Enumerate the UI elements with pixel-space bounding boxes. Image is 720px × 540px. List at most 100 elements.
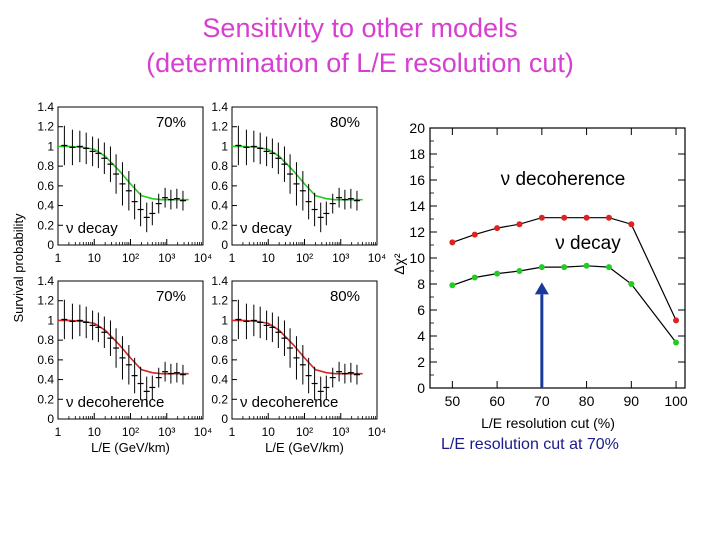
le-xlabel: L/E (GeV/km) <box>91 440 170 455</box>
y-tick-label: 0.4 <box>37 373 54 387</box>
model-label: ν decoherence <box>66 394 164 411</box>
y-tick-label: 0.4 <box>211 373 228 387</box>
y-tick-label: 4 <box>417 328 425 344</box>
decoherence-label: ν decoherence <box>501 169 626 190</box>
decoherence-model-curve <box>58 319 189 375</box>
x-tick-label: 10 <box>88 251 102 265</box>
y-tick-label: 14 <box>409 198 425 214</box>
x-tick-label: 10³ <box>158 251 175 265</box>
decoherence-series-point <box>516 221 523 228</box>
y-tick-label: 8 <box>417 276 425 292</box>
y-tick-label: 1.4 <box>211 274 228 288</box>
survival-probability-ylabel: Survival probability <box>11 213 26 323</box>
y-tick-label: 0 <box>221 412 228 426</box>
decoherence-series-point <box>471 231 478 238</box>
decay-series-point <box>538 264 545 271</box>
panel-3: 0 0.2 0.4 0.6 0.8 1 1.2 1.4 1 10 10² 10³ 10⁴ 70% ν dec… <box>37 274 212 455</box>
y-tick-label: 0 <box>221 238 228 252</box>
x-tick-label: 1 <box>229 425 236 439</box>
decoherence-series-point <box>628 221 635 228</box>
y-tick-label: 2 <box>417 354 425 370</box>
decay-series-point <box>516 268 523 274</box>
decay-series-point <box>628 281 635 287</box>
y-tick-label: 0.2 <box>211 392 228 406</box>
decay-series-point <box>605 264 612 271</box>
y-tick-label: 0 <box>417 380 425 396</box>
cut-label: 70% <box>156 288 186 305</box>
x-tick-label: 1 <box>55 251 62 265</box>
decay-series-point <box>561 264 568 271</box>
decoherence-series-line <box>452 217 677 321</box>
decoherence-series-point <box>449 239 456 246</box>
decay-model-curve <box>58 145 189 201</box>
y-tick-label: 0.2 <box>37 218 54 232</box>
model-label: ν decay <box>240 220 292 237</box>
x-tick-label: 70 <box>534 393 550 409</box>
y-tick-label: 0.8 <box>37 333 54 347</box>
x-tick-label: 90 <box>624 393 640 409</box>
y-tick-label: 0.6 <box>211 179 228 193</box>
y-tick-label: 0.8 <box>211 159 228 173</box>
resolution-caption: L/E resolution cut at 70% <box>441 436 619 453</box>
x-tick-label: 1 <box>55 425 62 439</box>
y-tick-label: 1.2 <box>211 120 228 134</box>
cut-label: 70% <box>156 114 186 131</box>
y-tick-label: 16 <box>409 172 425 188</box>
y-tick-label: 0 <box>47 238 54 252</box>
cut-label: 80% <box>330 114 360 131</box>
decoherence-series-point <box>673 317 680 324</box>
x-tick-label: 1 <box>229 251 236 265</box>
decoherence-series-point <box>538 214 545 221</box>
panel-1: 0 0.2 0.4 0.6 0.8 1 1.2 1.4 1 10 10² 10³ 10⁴ 70% ν dec… <box>37 100 212 265</box>
y-tick-label: 1.2 <box>37 120 54 134</box>
model-label: ν decoherence <box>240 394 338 411</box>
decoherence-series-point <box>605 214 612 221</box>
y-tick-label: 1.4 <box>37 100 54 114</box>
y-tick-label: 0.2 <box>211 218 228 232</box>
x-tick-label: 100 <box>664 393 688 409</box>
y-tick-label: 1 <box>221 313 228 327</box>
y-tick-label: 10 <box>409 250 425 266</box>
y-tick-label: 6 <box>417 302 425 318</box>
x-tick-label: 10² <box>122 425 139 439</box>
le-xlabel: L/E (GeV/km) <box>265 440 344 455</box>
y-tick-label: 1.4 <box>211 100 228 114</box>
x-tick-label: 80 <box>579 393 595 409</box>
x-tick-label: 10⁴ <box>194 251 213 265</box>
x-tick-label: 10 <box>262 251 276 265</box>
panel-4: 0 0.2 0.4 0.6 0.8 1 1.2 1.4 1 10 10² 10³ 10⁴ 80% ν dec… <box>211 274 386 455</box>
y-tick-label: 0.4 <box>37 199 54 213</box>
x-tick-label: 10³ <box>332 425 349 439</box>
y-tick-label: 1.4 <box>37 274 54 288</box>
x-tick-label: 10⁴ <box>194 425 213 439</box>
x-tick-label: 50 <box>445 393 461 409</box>
y-tick-label: 12 <box>409 224 425 240</box>
resolution-cut-xlabel: L/E resolution cut (%) <box>481 415 615 431</box>
model-label: ν decay <box>66 220 118 237</box>
decoherence-series-point <box>494 225 501 232</box>
cut-label: 80% <box>330 288 360 305</box>
decoherence-series-point <box>561 214 568 221</box>
y-tick-label: 0.2 <box>37 392 54 406</box>
x-tick-label: 10 <box>88 425 102 439</box>
y-tick-label: 0.6 <box>211 353 228 367</box>
y-tick-label: 0.6 <box>37 353 54 367</box>
x-tick-label: 10⁴ <box>368 425 387 439</box>
y-tick-label: 1 <box>221 139 228 153</box>
decoherence-model-curve <box>232 319 363 375</box>
y-tick-label: 1.2 <box>211 294 228 308</box>
y-tick-label: 20 <box>409 120 425 136</box>
y-tick-label: 0 <box>47 412 54 426</box>
y-tick-label: 0.6 <box>37 179 54 193</box>
y-tick-label: 0.4 <box>211 199 228 213</box>
decay-series-point <box>471 274 478 281</box>
y-tick-label: 0.8 <box>37 159 54 173</box>
x-tick-label: 10³ <box>158 425 175 439</box>
y-tick-label: 1 <box>47 139 54 153</box>
y-tick-label: 1 <box>47 313 54 327</box>
title-line-2: (determination of L/E resolution cut) <box>146 48 574 78</box>
decay-series-point <box>449 282 456 289</box>
decay-model-curve <box>232 145 363 201</box>
decay-label: ν decay <box>555 233 621 254</box>
